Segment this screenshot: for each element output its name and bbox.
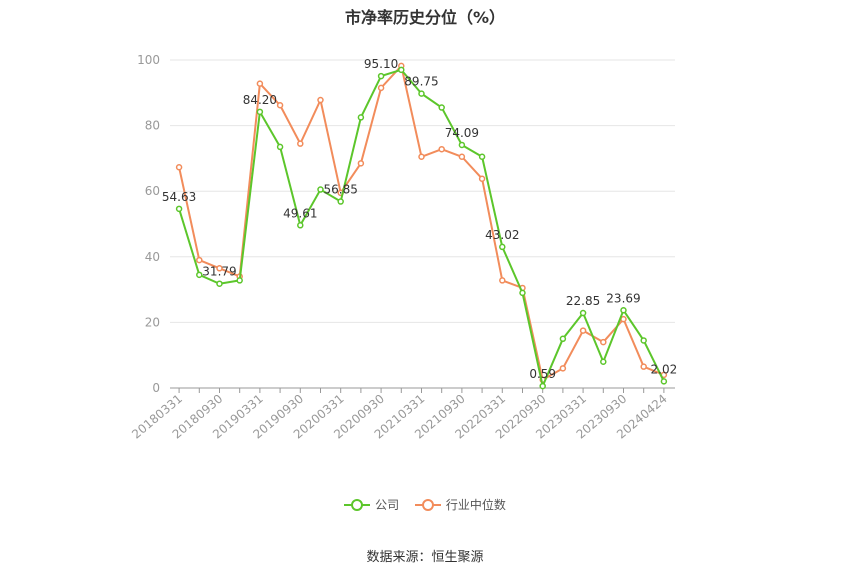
data-point-industry [600, 338, 607, 346]
data-point-industry [377, 84, 385, 92]
data-point-company [337, 198, 344, 205]
y-tick-label: 40 [145, 250, 160, 264]
data-label: 89.75 [404, 75, 438, 89]
data-point-company [276, 143, 284, 151]
data-label: 49.61 [283, 206, 317, 220]
data-label: 31.79 [202, 265, 236, 279]
data-label: 23.69 [606, 291, 640, 305]
data-point-company [660, 378, 668, 385]
data-point-company [620, 307, 627, 314]
y-tick-label: 100 [137, 53, 160, 67]
data-label: 43.02 [485, 228, 519, 242]
legend-swatch-company [344, 498, 371, 512]
data-label: 95.10 [364, 57, 398, 71]
data-point-industry [297, 140, 304, 147]
data-point-company [216, 280, 223, 287]
data-point-industry [175, 164, 183, 171]
data-point-industry [499, 277, 506, 284]
data-point-company [478, 153, 486, 161]
legend-label-industry: 行业中位数 [445, 498, 506, 512]
data-point-company [256, 108, 264, 116]
chart-title: 市净率历史分位（%） [344, 8, 506, 27]
y-tick-label: 80 [145, 119, 160, 133]
legend-item-company[interactable]: 公司 [344, 496, 399, 513]
y-tick-label: 60 [145, 184, 160, 198]
data-point-industry [216, 265, 223, 272]
data-label: 74.09 [445, 126, 479, 140]
line-chart: 0204060801002018033120180930201903312019… [129, 53, 677, 442]
data-point-company [539, 382, 546, 390]
legend-swatch-industry [414, 498, 441, 512]
y-tick-label: 0 [152, 381, 160, 395]
data-point-industry [559, 365, 567, 372]
data-point-company [418, 90, 425, 97]
data-label: 2.02 [651, 362, 678, 376]
data-point-company [519, 289, 526, 297]
data-point-company [640, 337, 647, 344]
data-label: 22.85 [566, 294, 600, 308]
data-point-industry [256, 80, 264, 87]
data-point-company [297, 222, 304, 229]
data-point-industry [438, 145, 445, 153]
data-point-company [317, 186, 324, 193]
data-point-industry [640, 363, 647, 370]
data-point-company [438, 104, 445, 111]
data-point-company [196, 271, 203, 279]
data-point-company [398, 66, 405, 74]
data-point-company [458, 141, 466, 149]
series-line-company [178, 68, 665, 388]
data-point-industry [276, 102, 284, 109]
series-lines [175, 62, 668, 390]
data-label: 54.63 [162, 190, 196, 204]
data-point-industry [357, 160, 365, 167]
y-tick-label: 20 [145, 315, 160, 329]
data-point-company [579, 309, 587, 317]
data-labels: 54.63 31.79 84.20 49.61 56.85 95.10 89.75 74.09… [162, 57, 677, 381]
data-point-company [499, 243, 506, 251]
legend-item-industry[interactable]: 行业中位数 [414, 496, 506, 513]
data-point-industry [317, 96, 324, 104]
data-point-company [559, 335, 567, 343]
data-source: 数据来源：恒生聚源 [366, 550, 484, 565]
data-label: 84.20 [243, 93, 277, 107]
data-point-company [236, 277, 243, 284]
data-point-company [600, 358, 607, 366]
legend-label-company: 公司 [375, 498, 400, 512]
axes: 0204060801002018033120180930201903312019… [129, 53, 675, 442]
data-label: 56.85 [324, 183, 358, 197]
data-point-industry [579, 327, 587, 334]
data-point-company [357, 114, 365, 121]
data-label: 0.59 [529, 367, 556, 381]
data-point-industry [196, 256, 203, 264]
grid-lines [170, 59, 675, 323]
data-point-company [377, 72, 385, 80]
data-point-industry [478, 175, 486, 182]
data-point-industry [458, 153, 466, 161]
data-point-industry [418, 153, 425, 161]
legend: 公司 行业中位数 [0, 496, 850, 515]
data-point-company [175, 205, 183, 213]
